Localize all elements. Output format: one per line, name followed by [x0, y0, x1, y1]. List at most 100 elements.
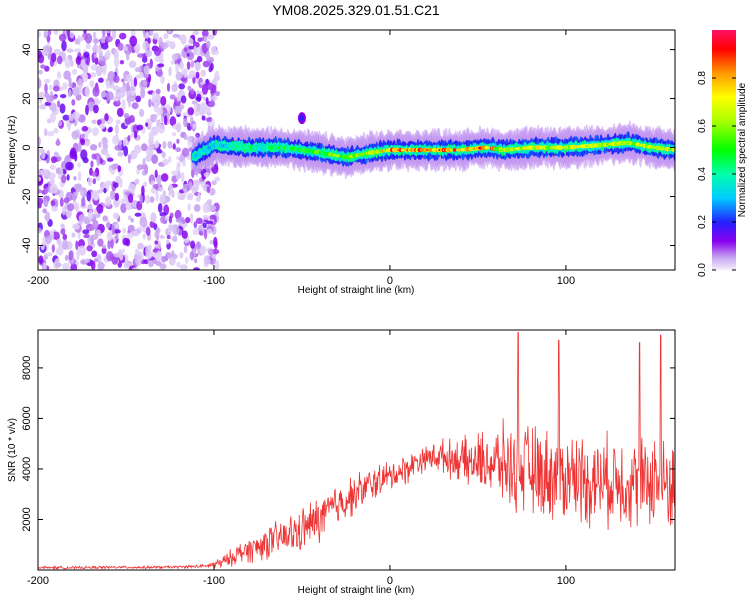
noise-speckle — [119, 60, 125, 65]
noise-speckle — [125, 50, 130, 61]
noise-speckle — [171, 53, 178, 61]
noise-speckle — [78, 239, 85, 248]
noise-speckle — [67, 203, 75, 212]
noise-speckle — [94, 97, 99, 103]
noise-speckle — [112, 135, 120, 145]
noise-speckle — [192, 30, 199, 36]
noise-speckle — [214, 90, 220, 97]
noise-speckle — [84, 258, 91, 263]
noise-speckle — [166, 234, 171, 240]
chart-title: YM08.2025.329.01.51.C21 — [272, 2, 440, 18]
noise-speckle — [166, 239, 170, 245]
noise-speckle — [135, 95, 142, 103]
noise-speckle — [150, 180, 155, 185]
noise-speckle — [214, 176, 221, 182]
noise-speckle — [145, 245, 152, 257]
noise-speckle — [81, 125, 89, 132]
noise-speckle — [58, 120, 63, 127]
noise-speckle — [161, 42, 169, 50]
noise-speckle — [157, 63, 165, 68]
noise-speckle — [206, 186, 210, 194]
noise-speckle — [40, 242, 45, 251]
spectrogram-x-ticks: -200 -100 0 100 — [27, 30, 575, 287]
noise-speckle — [151, 91, 156, 102]
noise-speckle — [38, 31, 41, 38]
noise-speckle — [209, 187, 216, 196]
colorbar-label: Normalized spectral amplitude — [737, 82, 748, 217]
colorbar-tick-label: 0.0 — [697, 263, 708, 277]
noise-speckle — [87, 73, 92, 80]
noise-speckle — [123, 45, 128, 52]
noise-speckle — [105, 196, 112, 207]
noise-speckle — [156, 149, 163, 154]
noise-speckle — [113, 85, 118, 91]
noise-speckle — [155, 88, 161, 95]
noise-speckle — [105, 80, 111, 89]
noise-speckle — [91, 119, 97, 125]
noise-speckle — [211, 225, 217, 235]
noise-speckle — [102, 64, 107, 76]
noise-speckle — [93, 191, 100, 201]
noise-speckle — [42, 208, 47, 214]
noise-speckle — [78, 214, 86, 223]
noise-speckle — [165, 252, 172, 259]
noise-speckle — [166, 82, 171, 92]
noise-speckle — [62, 233, 68, 241]
signal-core — [335, 154, 340, 158]
noise-speckle — [92, 37, 99, 44]
noise-speckle — [68, 250, 74, 261]
noise-speckle — [134, 67, 142, 73]
noise-speckle — [193, 221, 198, 229]
noise-speckle — [97, 189, 103, 194]
noise-speckle — [154, 240, 159, 245]
noise-speckle — [212, 30, 218, 36]
noise-speckle — [168, 156, 172, 163]
noise-speckle — [114, 192, 120, 201]
noise-speckle — [210, 88, 214, 96]
noise-speckle — [200, 37, 204, 42]
noise-speckle — [206, 40, 211, 49]
noise-speckle — [184, 256, 189, 264]
noise-speckle — [67, 122, 71, 131]
spectrogram-y-ticks: -40 -20 0 20 40 — [21, 43, 675, 253]
noise-speckle — [127, 135, 131, 142]
x-tick-label: -200 — [27, 575, 49, 587]
noise-speckle — [179, 264, 188, 270]
noise-speckle — [39, 104, 47, 110]
noise-speckle — [140, 88, 146, 99]
noise-speckle — [52, 85, 60, 92]
noise-speckle — [84, 86, 91, 97]
noise-speckle — [49, 178, 55, 185]
noise-speckle — [151, 154, 159, 164]
noise-speckle — [188, 45, 195, 50]
noise-speckle — [171, 170, 179, 176]
noise-speckle — [169, 41, 176, 50]
noise-speckle — [72, 223, 80, 230]
noise-speckle — [186, 61, 191, 70]
noise-speckle — [145, 194, 151, 204]
noise-speckle — [171, 250, 175, 258]
noise-speckle — [94, 57, 99, 65]
noise-speckle — [55, 262, 62, 268]
noise-speckle — [194, 258, 198, 264]
noise-speckle — [40, 150, 46, 160]
noise-speckle — [172, 235, 178, 243]
noise-speckle — [65, 210, 71, 218]
noise-speckle — [48, 84, 53, 91]
noise-speckle — [159, 263, 167, 270]
noise-speckle — [143, 259, 149, 265]
noise-speckle — [122, 227, 126, 234]
noise-speckle — [208, 66, 213, 73]
noise-speckle — [119, 177, 123, 189]
noise-speckle — [57, 71, 62, 80]
noise-speckle — [136, 124, 144, 131]
noise-speckle — [121, 78, 125, 83]
signal-core — [331, 153, 337, 157]
noise-speckle — [90, 160, 94, 168]
noise-speckle — [73, 176, 77, 181]
noise-speckle — [114, 223, 120, 229]
noise-speckle — [54, 151, 58, 157]
noise-speckle — [149, 30, 154, 36]
noise-speckle — [187, 85, 192, 92]
noise-speckle — [75, 202, 80, 213]
